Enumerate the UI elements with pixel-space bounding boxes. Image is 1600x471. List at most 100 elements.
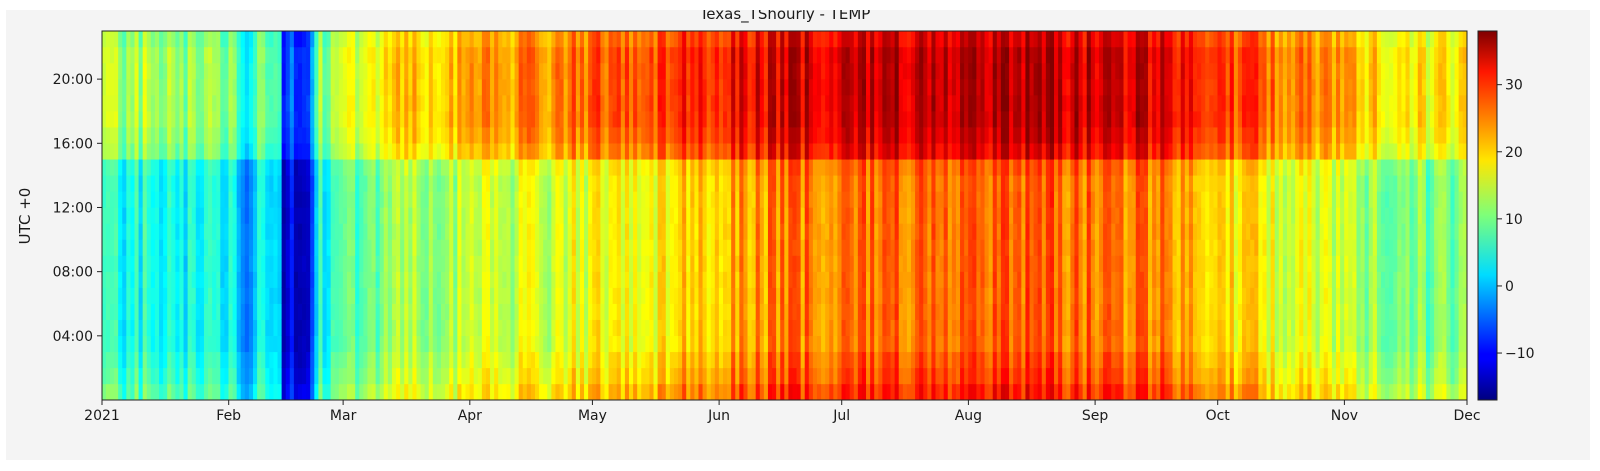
heat-cell (968, 46, 973, 64)
heat-cell (453, 255, 458, 272)
heat-cell (629, 207, 634, 224)
heat-cell (326, 335, 332, 353)
heat-cell (772, 191, 777, 208)
heat-cell (212, 303, 217, 320)
heat-cell (420, 303, 426, 320)
heat-cell (359, 175, 364, 192)
heat-cell (698, 94, 703, 112)
heat-cell (109, 335, 115, 353)
heat-cell (412, 143, 417, 160)
heat-cell (951, 46, 957, 64)
heat-cell (915, 62, 920, 80)
heat-cell (890, 223, 896, 240)
heat-cell (763, 319, 769, 337)
heat-cell (199, 367, 205, 385)
heat-cell (935, 143, 940, 160)
heat-cell (322, 30, 327, 48)
heat-cell (853, 94, 859, 112)
heat-cell (702, 319, 708, 337)
heat-cell (195, 287, 201, 304)
heat-cell (236, 175, 242, 192)
heat-cell (604, 351, 609, 369)
heat-cell (257, 239, 262, 256)
heat-cell (277, 46, 283, 64)
heat-cell (624, 62, 630, 80)
heat-cell (563, 335, 569, 353)
heat-cell (232, 30, 238, 48)
heat-cell (747, 127, 753, 144)
heat-cell (821, 94, 826, 112)
heat-cell (314, 94, 319, 112)
heat-cell (118, 255, 123, 272)
heat-cell (575, 159, 581, 176)
heat-cell (232, 94, 238, 112)
heat-cell (494, 223, 499, 240)
heat-cell (657, 127, 663, 144)
heat-cell (363, 62, 368, 80)
heat-cell (310, 255, 315, 272)
heat-cell (428, 143, 434, 160)
heat-cell (641, 287, 646, 304)
heat-cell (138, 367, 144, 385)
heat-cell (265, 191, 270, 208)
heat-cell (445, 191, 450, 208)
heat-cell (449, 335, 454, 353)
heat-cell (167, 303, 172, 320)
heat-cell (159, 94, 164, 112)
heat-cell (457, 111, 462, 128)
heat-cell (669, 191, 675, 208)
heat-cell (849, 239, 855, 256)
heat-cell (951, 78, 957, 96)
heat-cell (673, 191, 679, 208)
heat-cell (293, 111, 299, 128)
heat-cell (306, 287, 311, 304)
heat-cell (955, 255, 961, 272)
heat-cell (555, 94, 560, 112)
heat-cell (980, 383, 985, 401)
heat-cell (755, 223, 761, 240)
heat-cell (620, 62, 626, 80)
heat-cell (543, 175, 548, 192)
heat-cell (633, 191, 638, 208)
heat-cell (669, 223, 675, 240)
heat-cell (968, 351, 973, 369)
heat-cell (101, 159, 107, 176)
heat-cell (678, 94, 683, 112)
heat-cell (829, 351, 834, 369)
heat-cell (637, 111, 642, 128)
heat-cell (535, 159, 540, 176)
heat-cell (310, 287, 315, 304)
heat-cell (641, 30, 646, 48)
heat-cell (555, 143, 560, 160)
heat-cell (776, 127, 781, 144)
heat-cell (816, 271, 822, 288)
heat-cell (645, 30, 650, 48)
heat-cell (498, 303, 503, 320)
heat-cell (723, 143, 728, 160)
heat-cell (763, 335, 769, 353)
heat-cell (784, 207, 789, 224)
heat-cell (248, 287, 254, 304)
heat-cell (105, 287, 111, 304)
heat-cell (526, 159, 532, 176)
heat-cell (118, 94, 123, 112)
heat-cell (126, 303, 131, 320)
heat-cell (584, 367, 589, 385)
heat-cell (351, 46, 356, 64)
heat-cell (367, 383, 372, 401)
heat-cell (980, 111, 985, 128)
heat-cell (326, 191, 332, 208)
heat-cell (739, 335, 744, 353)
heat-cell (796, 94, 802, 112)
heat-cell (514, 62, 520, 80)
heat-cell (792, 335, 797, 353)
heat-cell (371, 143, 377, 160)
heat-cell (784, 62, 789, 80)
heat-cell (310, 271, 315, 288)
heat-cell (686, 159, 691, 176)
heat-cell (330, 62, 336, 80)
heat-cell (481, 335, 487, 353)
heat-cell (661, 143, 667, 160)
heat-cell (767, 303, 773, 320)
heat-cell (203, 303, 209, 320)
